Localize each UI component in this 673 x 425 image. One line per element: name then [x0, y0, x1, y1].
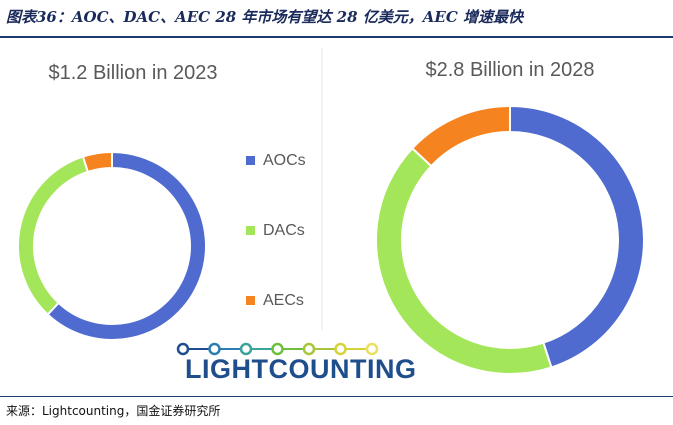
legend-item-aecs: AECs — [246, 292, 304, 309]
donut-chart-1: $1.2 Billion in 2023 — [17, 62, 218, 341]
legend-item-dacs: DACs — [246, 222, 305, 239]
source-rule — [0, 396, 673, 397]
donut-chart-2: $2.8 Billion in 2028 — [375, 59, 645, 375]
lightcounting-logo: LIGHTCOUNTING — [185, 354, 417, 384]
legend-label: AECs — [263, 292, 304, 309]
source-note: 来源：Lightcounting，国金证券研究所 — [6, 404, 221, 418]
slice-dacs — [375, 146, 553, 375]
slice-aocs — [509, 104, 645, 369]
logo-dot — [271, 342, 284, 356]
chart-title: $2.8 Billion in 2028 — [425, 59, 594, 81]
legend-swatch — [246, 296, 255, 305]
slice-aecs — [410, 104, 511, 168]
legend-swatch — [246, 226, 255, 235]
title-rule — [0, 36, 673, 38]
legend-swatch — [246, 156, 255, 165]
slice-dacs — [17, 155, 90, 316]
legend-item-aocs: AOCs — [246, 152, 306, 169]
logo-dot — [302, 342, 316, 356]
slice-aecs — [81, 150, 113, 174]
logo-dot — [365, 342, 379, 356]
logo-dot — [208, 342, 221, 356]
logo-dot — [176, 342, 190, 356]
logo-dot — [239, 342, 253, 356]
legend-label: AOCs — [263, 152, 306, 169]
chart-title: $1.2 Billion in 2023 — [48, 62, 217, 84]
legend-label: DACs — [263, 222, 305, 239]
logo-dot — [334, 342, 347, 356]
figure-title: 图表36：AOC、DAC、AEC 28 年市场有望达 28 亿美元，AEC 增速… — [6, 8, 523, 26]
